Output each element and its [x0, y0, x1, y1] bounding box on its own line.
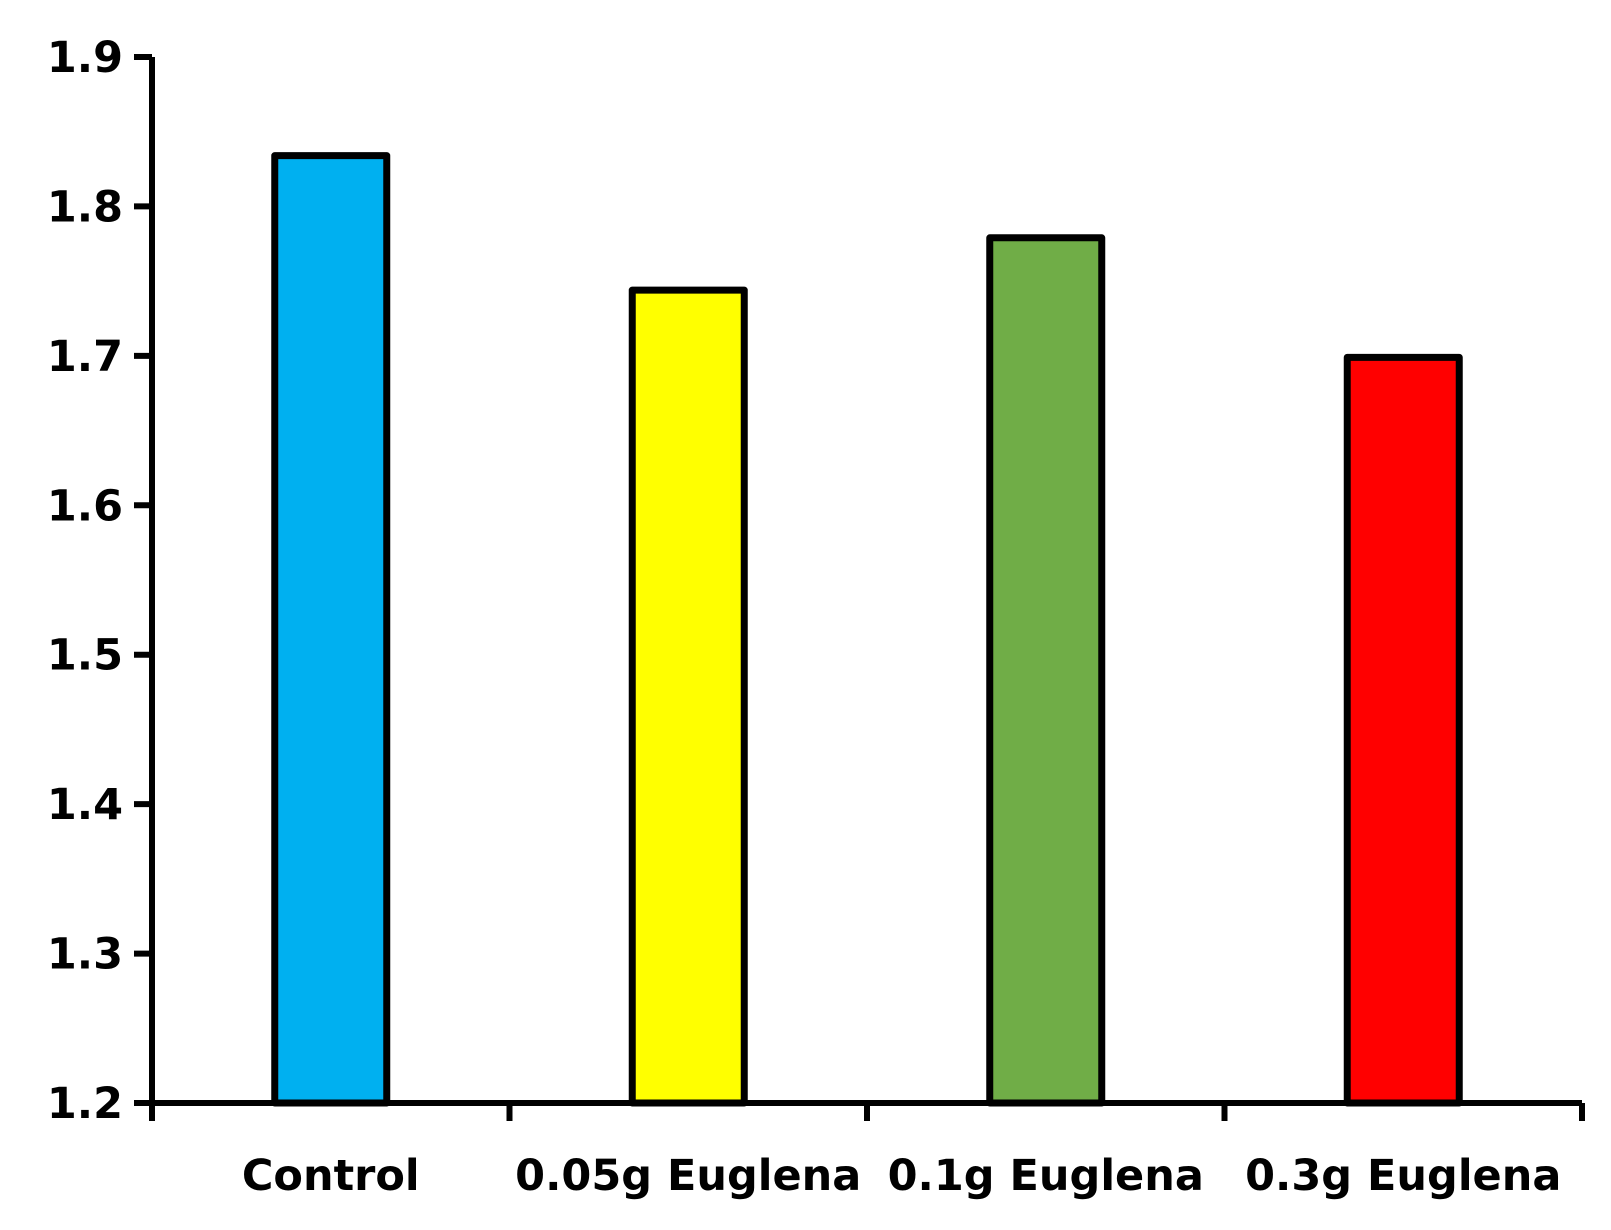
y-tick-label: 1.8 — [47, 182, 123, 232]
x-category-label: 0.3g Euglena — [1245, 1151, 1561, 1201]
x-category-label: 0.05g Euglena — [515, 1151, 861, 1201]
bar-0-05g-euglena — [628, 286, 748, 1107]
x-category-label: 0.1g Euglena — [888, 1151, 1204, 1201]
bar-0-3g-euglena — [1343, 353, 1463, 1107]
y-tick-label: 1.9 — [47, 33, 123, 83]
y-tick-label: 1.4 — [47, 780, 123, 830]
axes-group — [134, 57, 1585, 1121]
y-tick-label: 1.7 — [47, 332, 123, 382]
x-labels-group: Control 0.05g Euglena 0.1g Euglena 0.3g Eug… — [242, 1151, 1562, 1201]
bar-0-1g-euglena — [986, 234, 1106, 1107]
x-category-label: Control — [242, 1151, 420, 1201]
y-tick-label: 1.5 — [47, 631, 123, 681]
y-tick-label: 1.2 — [47, 1079, 123, 1129]
bars-group — [271, 152, 1463, 1107]
y-ticks-group: 1.2 1.3 1.4 1.5 1.6 1.7 1.8 1.9 — [47, 33, 152, 1129]
y-tick-label: 1.3 — [47, 930, 123, 980]
y-tick-label: 1.6 — [47, 481, 123, 531]
bar-control — [271, 152, 391, 1107]
